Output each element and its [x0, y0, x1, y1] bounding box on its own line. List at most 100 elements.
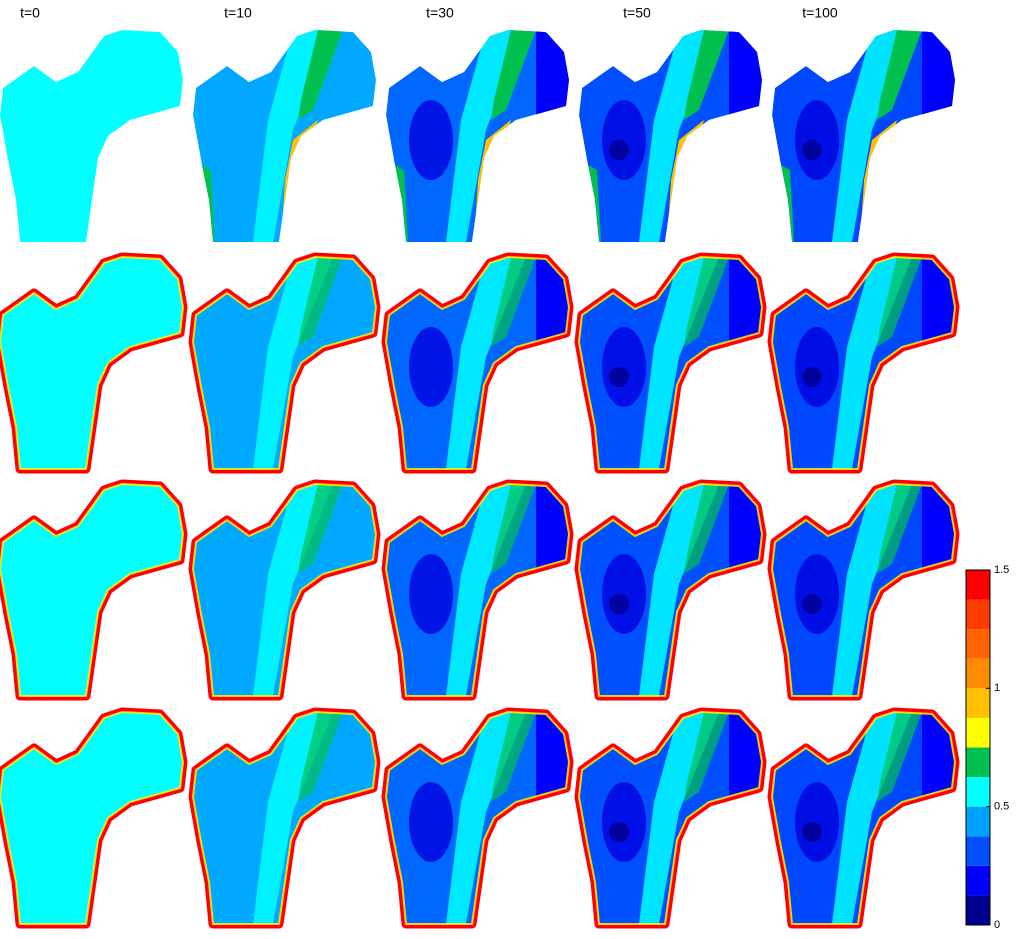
band — [446, 712, 526, 924]
density-field — [193, 257, 376, 469]
femur-plot — [772, 484, 957, 696]
density-field — [772, 257, 955, 469]
blob — [602, 782, 646, 862]
blob — [602, 100, 646, 180]
blob — [795, 554, 839, 634]
column-label: t=10 — [224, 5, 252, 21]
colorbar-band — [966, 629, 990, 659]
density-field — [193, 712, 376, 924]
colorbar-band — [966, 806, 990, 837]
density-field — [579, 484, 762, 696]
blob — [409, 554, 453, 634]
colorbar-band — [966, 688, 990, 718]
femur-plot — [193, 257, 376, 469]
blob — [795, 327, 839, 407]
blob — [802, 140, 822, 160]
band — [446, 484, 526, 696]
band — [253, 484, 333, 696]
blob — [602, 327, 646, 407]
femur-plot — [386, 30, 569, 242]
colorbar-tick-label: 1 — [994, 682, 1000, 694]
femur-plot — [579, 30, 762, 242]
band — [877, 257, 922, 347]
femur-plot — [386, 257, 571, 469]
band — [253, 30, 333, 242]
band — [491, 712, 536, 802]
colorbar-band — [966, 717, 990, 748]
femur-plot — [386, 712, 571, 924]
blob — [609, 822, 629, 842]
band — [253, 257, 333, 469]
band — [832, 257, 912, 469]
femur-plot — [579, 484, 764, 696]
band — [922, 30, 955, 115]
band — [877, 30, 922, 120]
femur-plot — [193, 712, 376, 924]
blob — [409, 100, 453, 180]
band — [491, 484, 536, 574]
colorbar-tick-label: 0.5 — [994, 801, 1009, 813]
density-field — [772, 30, 955, 242]
band — [684, 257, 729, 347]
column-label: t=30 — [426, 5, 454, 21]
band — [298, 484, 343, 574]
femur-fill — [0, 30, 183, 242]
femur-plot — [0, 257, 183, 469]
colorbar-tick-label: 1.5 — [994, 564, 1009, 576]
femur-plot — [193, 484, 376, 696]
band — [684, 30, 729, 120]
colorbar-band — [966, 570, 990, 600]
density-field — [0, 30, 183, 242]
femur-plot — [772, 30, 955, 242]
blob — [609, 594, 629, 614]
blob — [602, 554, 646, 634]
band — [298, 712, 343, 802]
band — [639, 712, 719, 924]
density-field — [579, 30, 762, 242]
blob — [795, 782, 839, 862]
band — [832, 484, 912, 696]
femur-plot — [193, 30, 376, 242]
density-field — [193, 30, 376, 242]
femur-plot — [0, 30, 183, 242]
blob — [795, 100, 839, 180]
column-label: t=50 — [623, 5, 651, 21]
band — [832, 712, 912, 924]
blob — [802, 367, 822, 387]
femur-plot — [772, 712, 957, 924]
colorbar-band — [966, 895, 990, 925]
colorbar-band — [966, 865, 990, 896]
blob — [609, 140, 629, 160]
blob — [409, 782, 453, 862]
band — [491, 30, 536, 120]
blob — [409, 327, 453, 407]
colorbar-band — [966, 836, 990, 866]
colorbar-band — [966, 658, 990, 689]
femur-plot — [579, 712, 764, 924]
blob — [802, 822, 822, 842]
femur-plot — [386, 484, 571, 696]
density-field — [772, 712, 955, 924]
column-label: t=100 — [802, 5, 838, 21]
blob — [609, 367, 629, 387]
colorbar-band — [966, 599, 990, 630]
blob — [802, 594, 822, 614]
femur-plot — [772, 257, 957, 469]
band — [253, 712, 333, 924]
band — [639, 484, 719, 696]
femur-plot — [0, 712, 183, 924]
density-field — [193, 484, 376, 696]
band — [446, 257, 526, 469]
femur-plot — [0, 484, 183, 696]
band — [832, 30, 912, 242]
colorbar-band — [966, 777, 990, 807]
band — [639, 30, 719, 242]
band — [877, 712, 922, 802]
band — [639, 257, 719, 469]
colorbar-tick-label: 0 — [994, 919, 1000, 931]
band — [684, 484, 729, 574]
band — [298, 257, 343, 347]
band — [729, 30, 762, 115]
band — [491, 257, 536, 347]
